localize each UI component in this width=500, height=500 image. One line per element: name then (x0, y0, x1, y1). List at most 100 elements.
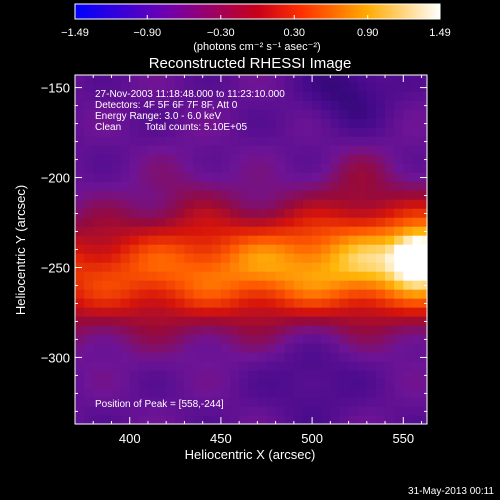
heatmap-cell (120, 226, 131, 236)
heatmap-cell (102, 172, 113, 182)
heatmap-cell (202, 163, 213, 173)
heatmap-cell (284, 415, 295, 425)
heatmap-cell (147, 172, 158, 182)
heatmap-cell (175, 388, 186, 398)
heatmap-cell (193, 271, 204, 281)
heatmap-cell (193, 343, 204, 353)
heatmap-cell (84, 235, 94, 245)
heatmap-cell (412, 118, 423, 128)
heatmap-cell (84, 352, 94, 362)
y-tick-label: −250 (41, 260, 70, 275)
heatmap-cell (293, 118, 304, 128)
heatmap-cell (230, 388, 240, 398)
heatmap-cell (357, 415, 368, 425)
heatmap-cell (421, 316, 428, 326)
heatmap-cell (293, 190, 304, 200)
heatmap-cell (102, 397, 113, 407)
heatmap-cell (248, 379, 258, 389)
heatmap-cell (357, 172, 368, 182)
heatmap-cell (220, 82, 231, 92)
heatmap-cell (220, 289, 231, 299)
heatmap-cell (239, 280, 249, 290)
heatmap-cell (266, 75, 277, 83)
heatmap-cell (111, 208, 122, 218)
heatmap-cell (284, 75, 295, 83)
heatmap-cell (248, 172, 258, 182)
annotation-time-range: 27-Nov-2003 11:18:48.000 to 11:23:10.000 (95, 89, 285, 100)
heatmap-cell (275, 109, 286, 119)
heatmap-cell (129, 316, 140, 326)
heatmap-cell (184, 100, 195, 110)
heatmap-cell (138, 181, 149, 191)
heatmap-cell (284, 388, 295, 398)
heatmap-cell (421, 82, 428, 92)
heatmap-cell (193, 82, 204, 92)
heatmap-cell (412, 352, 423, 362)
heatmap-cell (230, 334, 240, 344)
heatmap-cell (257, 181, 268, 191)
heatmap-cell (321, 82, 331, 92)
heatmap-cell (321, 208, 331, 218)
heatmap-cell (366, 415, 377, 425)
heatmap-cell (357, 325, 368, 335)
heatmap-cell (284, 208, 295, 218)
heatmap-cell (84, 244, 94, 254)
heatmap-cell (302, 190, 313, 200)
heatmap-cell (394, 298, 404, 308)
heatmap-cell (138, 325, 149, 335)
heatmap-cell (175, 370, 186, 380)
heatmap-cell (330, 361, 341, 371)
heatmap-cell (211, 325, 222, 335)
heatmap-cell (93, 271, 103, 281)
heatmap-cell (120, 109, 131, 119)
heatmap-cell (284, 262, 295, 272)
heatmap-cell (248, 280, 258, 290)
heatmap-cell (266, 388, 277, 398)
heatmap-cell (275, 154, 286, 164)
heatmap-cell (403, 343, 414, 353)
heatmap-cell (147, 415, 158, 425)
heatmap-cell (202, 75, 213, 83)
heatmap-cell (266, 154, 277, 164)
heatmap-cell (421, 352, 428, 362)
heatmap-cell (403, 82, 414, 92)
heatmap-cell (84, 379, 94, 389)
x-tick-label: 500 (301, 431, 323, 446)
heatmap-cell (120, 334, 131, 344)
heatmap-cell (302, 244, 313, 254)
heatmap-cell (385, 82, 395, 92)
heatmap-cell (357, 235, 368, 245)
heatmap-cell (403, 136, 414, 146)
heatmap-cell (348, 343, 359, 353)
heatmap-cell (157, 163, 167, 173)
heatmap-cell (321, 379, 331, 389)
heatmap-cell (366, 316, 377, 326)
heatmap-cell (166, 361, 176, 371)
heatmap-cell (175, 217, 186, 227)
heatmap-cell (230, 289, 240, 299)
heatmap-cell (366, 325, 377, 335)
heatmap-cell (293, 289, 304, 299)
heatmap-cell (266, 190, 277, 200)
heatmap-cell (412, 289, 423, 299)
heatmap-cell (166, 316, 176, 326)
heatmap-cell (93, 127, 103, 137)
heatmap-cell (202, 352, 213, 362)
heatmap-cell (193, 190, 204, 200)
heatmap-cell (385, 397, 395, 407)
heatmap-cell (120, 388, 131, 398)
heatmap-cell (239, 145, 249, 155)
heatmap-cell (129, 109, 140, 119)
heatmap-cell (284, 397, 295, 407)
heatmap-cell (412, 307, 423, 317)
heatmap-cell (257, 325, 268, 335)
heatmap-cell (403, 190, 414, 200)
heatmap-cell (284, 82, 295, 92)
heatmap-cell (330, 244, 341, 254)
heatmap-cell (138, 75, 149, 83)
heatmap-cell (357, 154, 368, 164)
heatmap-cell (211, 154, 222, 164)
heatmap-cell (412, 235, 423, 245)
heatmap-cell (230, 217, 240, 227)
heatmap-cell (166, 244, 176, 254)
